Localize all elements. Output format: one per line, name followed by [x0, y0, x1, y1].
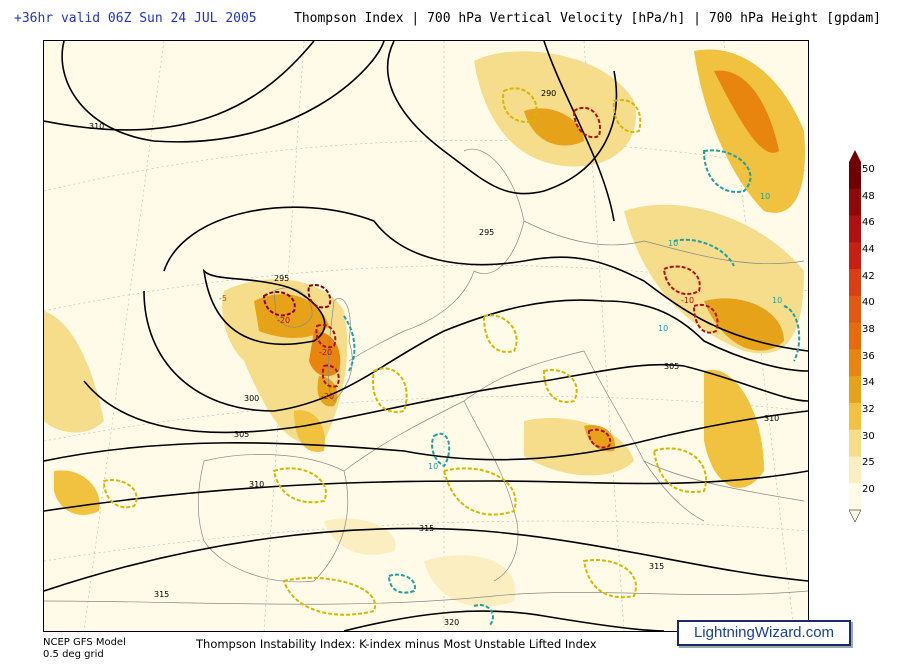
colorbar-tick-label: 25	[862, 457, 875, 469]
colorbar-tick-label: 48	[862, 190, 875, 202]
index-description: Thompson Instability Index: K-index minu…	[196, 637, 597, 651]
colorbar-swatch	[849, 483, 861, 511]
shade-area	[54, 470, 100, 515]
velocity-label: 10	[658, 324, 668, 333]
colorbar-tick-label: 42	[862, 270, 875, 282]
colorbar-swatch	[849, 295, 861, 324]
colorbar-tick-label: 30	[862, 430, 875, 442]
colorbar-tick-label: 44	[862, 244, 875, 255]
colorbar-tick-label: 32	[862, 404, 875, 415]
height-label: 295	[479, 228, 494, 237]
height-label: 305	[234, 430, 249, 439]
colorbar-top-arrow	[849, 150, 861, 162]
colorbar-swatch	[849, 188, 861, 217]
colorbar-swatch	[849, 162, 861, 190]
vertical-velocity-contours	[102, 87, 801, 627]
colorbar-tick-label: 40	[862, 297, 875, 309]
velocity-label: -5	[219, 294, 227, 303]
shade-area	[309, 331, 341, 377]
velocity-label: -20	[321, 392, 334, 401]
shade-area	[294, 410, 325, 452]
colorbar-tick-label: 34	[862, 377, 875, 389]
grid-resolution: 0.5 deg grid	[43, 649, 104, 660]
colorbar-tick-label: 20	[862, 484, 875, 495]
colorbar-bottom-arrow	[849, 509, 861, 522]
fields-title: Thompson Index | 700 hPa Vertical Veloci…	[294, 11, 881, 26]
colorbar-swatch	[849, 242, 861, 270]
height-label: 305	[664, 362, 679, 371]
height-label: 320	[444, 618, 459, 627]
height-contours	[44, 41, 808, 631]
map-canvas: 310 290 295 295 300 305 305 310 310 315 …	[44, 41, 808, 631]
valid-time-label: +36hr valid 06Z Sun 24 JUL 2005	[14, 11, 257, 26]
height-label: 290	[541, 89, 556, 98]
colorbar-swatch	[849, 269, 861, 297]
velocity-label: 10	[760, 192, 770, 201]
shade-area	[584, 425, 615, 452]
velocity-contour-labels: -20 -20 -20 -10 10 10 10 10 10 -5	[219, 192, 782, 471]
shade-area	[324, 518, 396, 555]
colorbar-swatch	[849, 322, 861, 350]
shade-area	[704, 298, 784, 351]
colorbar-tick-label: 46	[862, 217, 875, 229]
height-label: 310	[89, 122, 104, 131]
velocity-label: 10	[772, 296, 782, 305]
colorbar-swatch	[849, 349, 861, 377]
height-label: 315	[419, 524, 434, 533]
shade-area	[254, 294, 329, 338]
colorbar-swatch	[849, 429, 861, 457]
velocity-label: 10	[428, 462, 438, 471]
colorbar-swatch	[849, 402, 861, 431]
height-label: 315	[649, 562, 664, 571]
velocity-label: 10	[668, 239, 678, 248]
shade-area	[524, 108, 584, 146]
colorbar-tick-label: 50	[862, 164, 875, 175]
graticule	[44, 41, 808, 631]
height-contour-labels: 310 290 295 295 300 305 305 310 310 315 …	[89, 89, 779, 627]
coastlines	[44, 148, 808, 605]
colorbar-tick-label: 36	[862, 350, 875, 362]
height-label: 300	[244, 394, 259, 403]
shade-area	[44, 311, 104, 433]
velocity-label: -20	[319, 348, 332, 357]
model-name: NCEP GFS Model	[43, 637, 126, 648]
brand-logo[interactable]: LightningWizard.com	[677, 620, 851, 646]
colorbar	[849, 150, 861, 522]
colorbar-swatch	[849, 376, 861, 404]
model-info: NCEP GFS Model 0.5 deg grid	[43, 637, 126, 661]
height-label: 295	[274, 274, 289, 283]
shade-area	[714, 70, 779, 153]
weather-map: 310 290 295 295 300 305 305 310 310 315 …	[43, 40, 809, 632]
colorbar-tick-label: 38	[862, 324, 875, 335]
velocity-label: -20	[277, 316, 290, 325]
height-label: 310	[764, 414, 779, 423]
shade-area	[424, 555, 516, 607]
colorbar-swatch	[849, 215, 861, 243]
height-label: 315	[154, 590, 169, 599]
velocity-label: -10	[681, 296, 694, 305]
colorbar-swatch	[849, 456, 861, 484]
height-label: 310	[249, 480, 264, 489]
shade-area	[704, 369, 764, 488]
